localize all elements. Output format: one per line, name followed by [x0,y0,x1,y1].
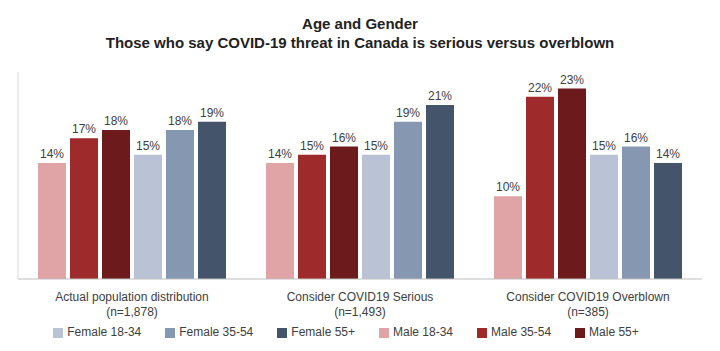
svg-text:14%: 14% [40,147,64,161]
svg-text:15%: 15% [364,139,388,153]
svg-text:Consider COVID19 Serious(n=1,4: Consider COVID19 Serious(n=1,493) [287,290,434,319]
html-text:Female 55+: Female 55+ [291,325,355,339]
svg-text:18%: 18% [168,114,192,128]
svg-text:19%: 19% [200,106,224,120]
html-text:Male 18-34: Male 18-34 [393,325,453,339]
svg-text:Consider COVID19 Overblown(n=3: Consider COVID19 Overblown(n=385) [506,290,669,319]
svg-text:10%: 10% [496,180,520,194]
svg-text:15%: 15% [136,139,160,153]
svg-text:Actual population distribution: Actual population distribution(n=1,878) [55,290,208,319]
html-text:Female 18-34: Female 18-34 [67,325,142,339]
svg-text:23%: 23% [560,73,584,87]
svg-text:14%: 14% [656,147,680,161]
svg-text:18%: 18% [104,114,128,128]
html-text:Age and Gender: Age and Gender [302,15,418,32]
html-text:Female 35-54: Female 35-54 [179,325,254,339]
svg-text:15%: 15% [300,139,324,153]
svg-text:16%: 16% [332,131,356,145]
html-text:Those who say COVID-19 threat: Those who say COVID-19 threat in Canada … [105,34,615,51]
svg-text:22%: 22% [528,81,552,95]
html-text:Male 35-54: Male 35-54 [491,325,552,339]
svg-text:15%: 15% [592,139,616,153]
svg-text:16%: 16% [624,131,648,145]
svg-text:17%: 17% [72,122,96,136]
svg-text:19%: 19% [396,106,420,120]
html-text:Male 55+: Male 55+ [589,325,639,339]
svg-text:21%: 21% [428,89,452,103]
svg-text:14%: 14% [268,147,292,161]
